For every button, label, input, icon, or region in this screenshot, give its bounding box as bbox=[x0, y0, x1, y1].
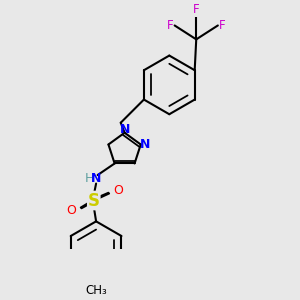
Text: N: N bbox=[91, 172, 101, 185]
Text: F: F bbox=[193, 3, 200, 16]
Text: F: F bbox=[219, 19, 226, 32]
Text: F: F bbox=[167, 19, 173, 32]
Text: O: O bbox=[67, 204, 76, 217]
Text: H: H bbox=[85, 172, 94, 185]
Text: S: S bbox=[88, 191, 100, 209]
Text: O: O bbox=[113, 184, 123, 197]
Text: CH₃: CH₃ bbox=[85, 284, 107, 297]
Text: N: N bbox=[140, 138, 150, 151]
Text: N: N bbox=[119, 123, 130, 136]
